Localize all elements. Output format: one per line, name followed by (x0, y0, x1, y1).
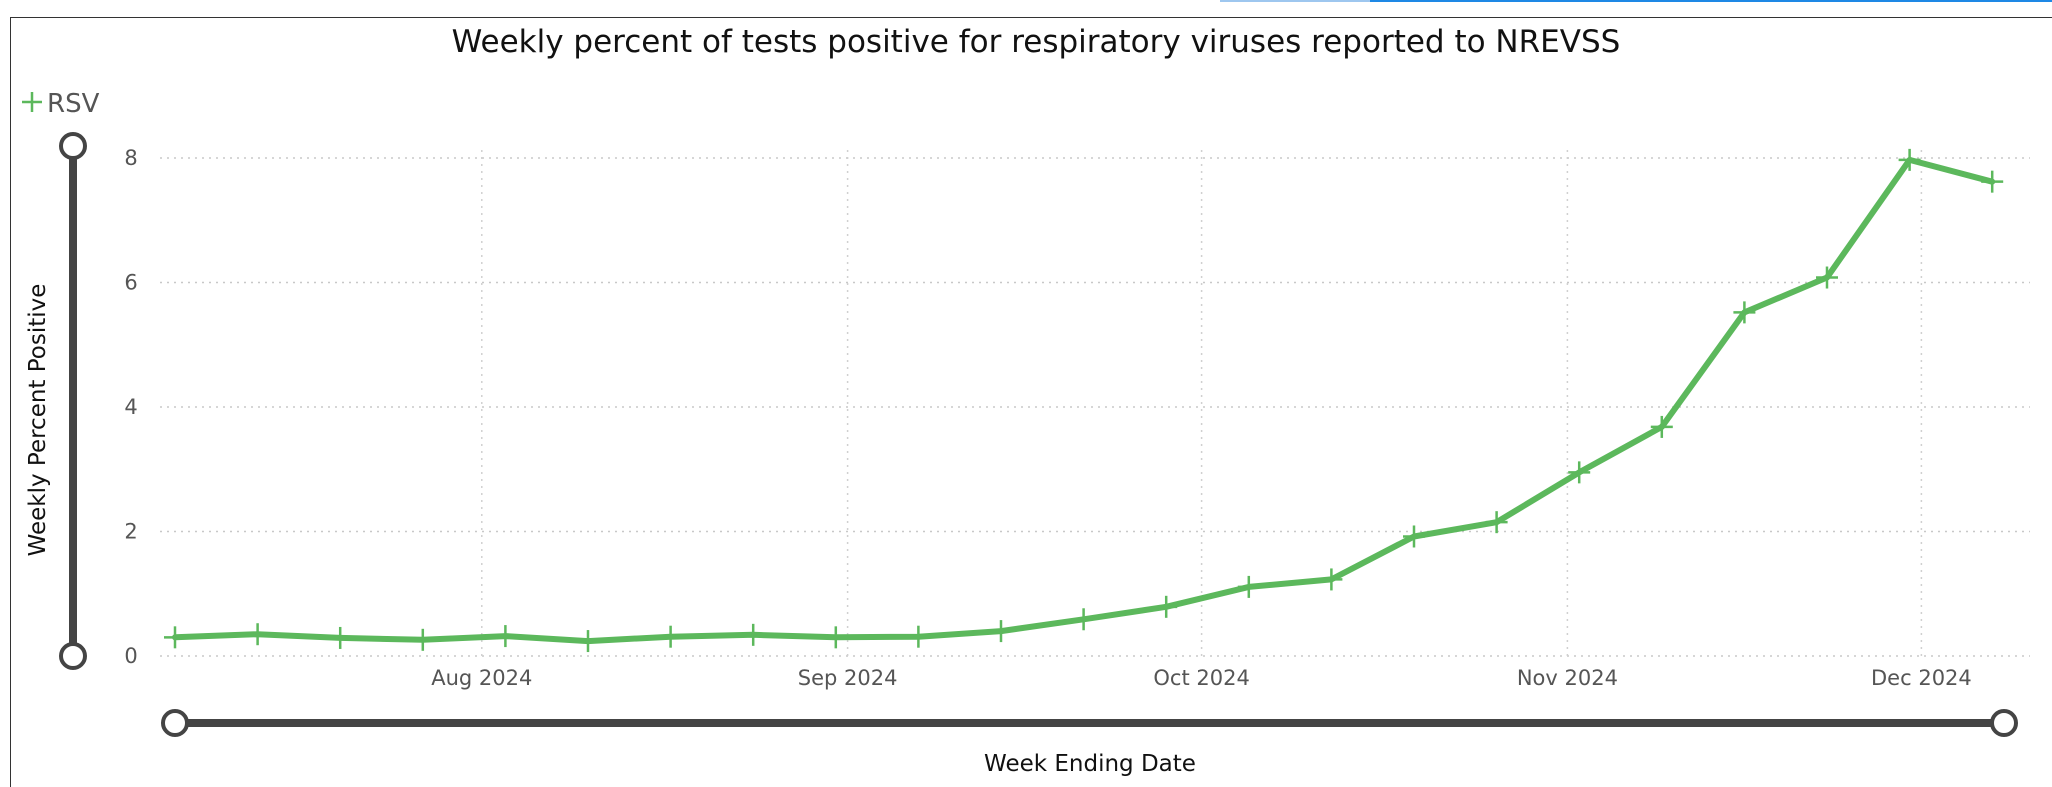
x-tick-label: Nov 2024 (1517, 666, 1618, 690)
y-axis-title: Weekly Percent Positive (25, 284, 51, 557)
y-tick-label: 8 (124, 146, 137, 170)
data-point (1320, 568, 1343, 591)
x-tick-label: Sep 2024 (798, 666, 898, 690)
data-point (164, 626, 186, 649)
data-point (411, 628, 434, 651)
data-point (494, 625, 517, 648)
data-point (577, 630, 599, 653)
data-point (1485, 511, 1508, 534)
x-tick-label: Dec 2024 (1871, 666, 1972, 690)
data-point (1733, 301, 1756, 324)
y-slider-bottom-handle[interactable] (59, 642, 87, 670)
y-tick-label: 2 (124, 520, 137, 544)
data-point (1568, 461, 1591, 484)
data-point (1237, 575, 1260, 598)
y-axis-zoom-slider[interactable] (59, 132, 87, 670)
y-tick-label: 6 (124, 271, 137, 295)
selection-accent-bar-light (1220, 0, 1370, 2)
data-point (246, 623, 269, 646)
x-slider-right-handle[interactable] (1990, 709, 2018, 737)
x-axis-title: Week Ending Date (984, 751, 1196, 777)
y-axis-ticks: 0 2 4 6 8 (124, 146, 137, 668)
data-point (1816, 266, 1838, 289)
data-point (1981, 170, 2004, 193)
series-line-rsv (172, 156, 1996, 645)
y-slider-top-handle[interactable] (59, 132, 87, 160)
chart-frame (10, 17, 2052, 787)
chart-title: Weekly percent of tests positive for res… (452, 24, 1621, 60)
legend-label-rsv: RSV (47, 89, 100, 119)
x-axis-zoom-slider[interactable] (161, 709, 2018, 737)
series-rsv (164, 148, 2004, 653)
y-tick-label: 4 (124, 395, 137, 419)
data-point (329, 626, 352, 649)
data-point (990, 620, 1012, 643)
data-point (1155, 595, 1178, 618)
legend[interactable]: RSV (22, 89, 100, 119)
data-point (659, 625, 682, 648)
data-point (1072, 608, 1095, 631)
selection-accent-bar (1220, 0, 2052, 2)
legend-marker-rsv (22, 92, 42, 112)
data-point (824, 626, 847, 649)
gridlines (160, 150, 2030, 657)
data-point (1403, 525, 1425, 548)
x-slider-left-handle[interactable] (161, 709, 189, 737)
data-point (1898, 148, 1921, 171)
data-point (742, 623, 765, 646)
x-tick-label: Oct 2024 (1153, 666, 1249, 690)
y-tick-label: 0 (124, 644, 137, 668)
x-tick-label: Aug 2024 (431, 666, 532, 690)
x-axis-ticks: Aug 2024 Sep 2024 Oct 2024 Nov 2024 Dec 2024 (431, 666, 1972, 690)
data-point (907, 625, 930, 648)
data-point (1650, 415, 1673, 438)
